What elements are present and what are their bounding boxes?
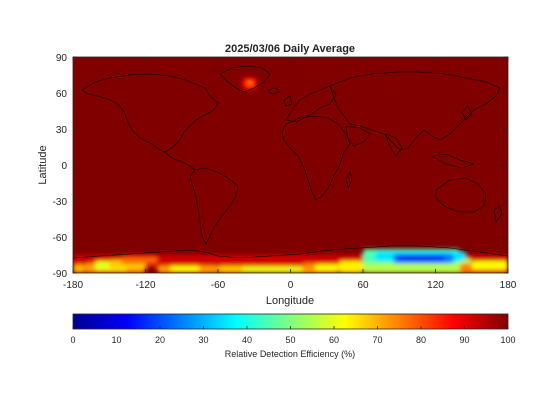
colorbar-tick-label: 70 [372,335,382,345]
colorbar-tick-label: 80 [416,335,426,345]
colorbar-ticks: 0 10 20 30 40 50 60 70 80 90 100 [70,326,516,345]
y-tick-label: -60 [53,233,68,244]
chart-title: 2025/03/06 Daily Average [225,43,355,55]
coastline-asia [329,71,501,151]
colorbar-tick-label: 30 [198,335,208,345]
y-tick-label: 60 [56,89,68,100]
colorbar-tick-label: 100 [500,335,515,345]
x-tick-label: -60 [211,280,226,291]
heatmap-cell [471,261,508,270]
x-tick-label: 60 [357,280,369,291]
coastline-japan [461,105,473,121]
y-tick-label: -30 [53,197,68,208]
coastlines [73,65,508,259]
heatmap-cell [121,256,158,264]
heatmap-cell [169,265,200,272]
colorbar-tick-label: 0 [70,335,75,345]
colorbar-tick-label: 20 [155,335,165,345]
coastline-central-america [164,151,196,171]
colorbar-tick-label: 40 [242,335,252,345]
coastline-greenland [219,65,271,93]
heatmap-cell [405,257,436,260]
colorbar-label: Relative Detection Efficiency (%) [225,349,355,359]
y-axis-ticks: 90 60 30 0 -30 -60 -90 [53,53,508,280]
y-tick-label: 90 [56,53,68,64]
coastline-maritime-asia [431,153,475,169]
map-background [73,57,508,273]
x-tick-label: 0 [288,280,294,291]
colorbar-tick-label: 90 [459,335,469,345]
coastline-south-america [189,167,239,245]
colorbar-tick-label: 10 [111,335,121,345]
coastline-arabia [345,125,371,147]
x-tick-label: -120 [135,280,155,291]
coastline-australia [435,177,487,213]
heatmap-cell [338,261,363,273]
heatmap-cells [73,77,508,273]
coastline-antarctica [73,245,508,259]
y-tick-label: 30 [56,125,68,136]
coastline-british-isles [283,95,293,107]
y-axis-label: Latitude [37,145,49,184]
coastline-iceland [267,87,281,95]
coastline-new-zealand [493,205,503,223]
x-tick-label: -180 [63,280,83,291]
coastline-europe [285,85,337,123]
x-tick-label: 120 [427,280,444,291]
colorbar-tick-label: 60 [329,335,339,345]
coastline-india [385,133,403,157]
y-tick-label: -90 [53,269,68,280]
heatmap-cell [242,267,303,272]
heatmap-cell [73,264,86,273]
y-tick-label: 0 [61,161,67,172]
x-tick-label: 180 [500,280,517,291]
colorbar-tick-label: 50 [285,335,295,345]
coastline-madagascar [345,171,353,189]
coastline-africa [281,115,351,201]
heatmap-cell [314,264,339,271]
heatmap-cell [247,81,254,86]
coastline-north-america [81,73,219,153]
x-axis-label: Longitude [266,295,314,307]
x-axis-ticks: -180 -120 -60 0 60 120 180 [63,57,517,291]
